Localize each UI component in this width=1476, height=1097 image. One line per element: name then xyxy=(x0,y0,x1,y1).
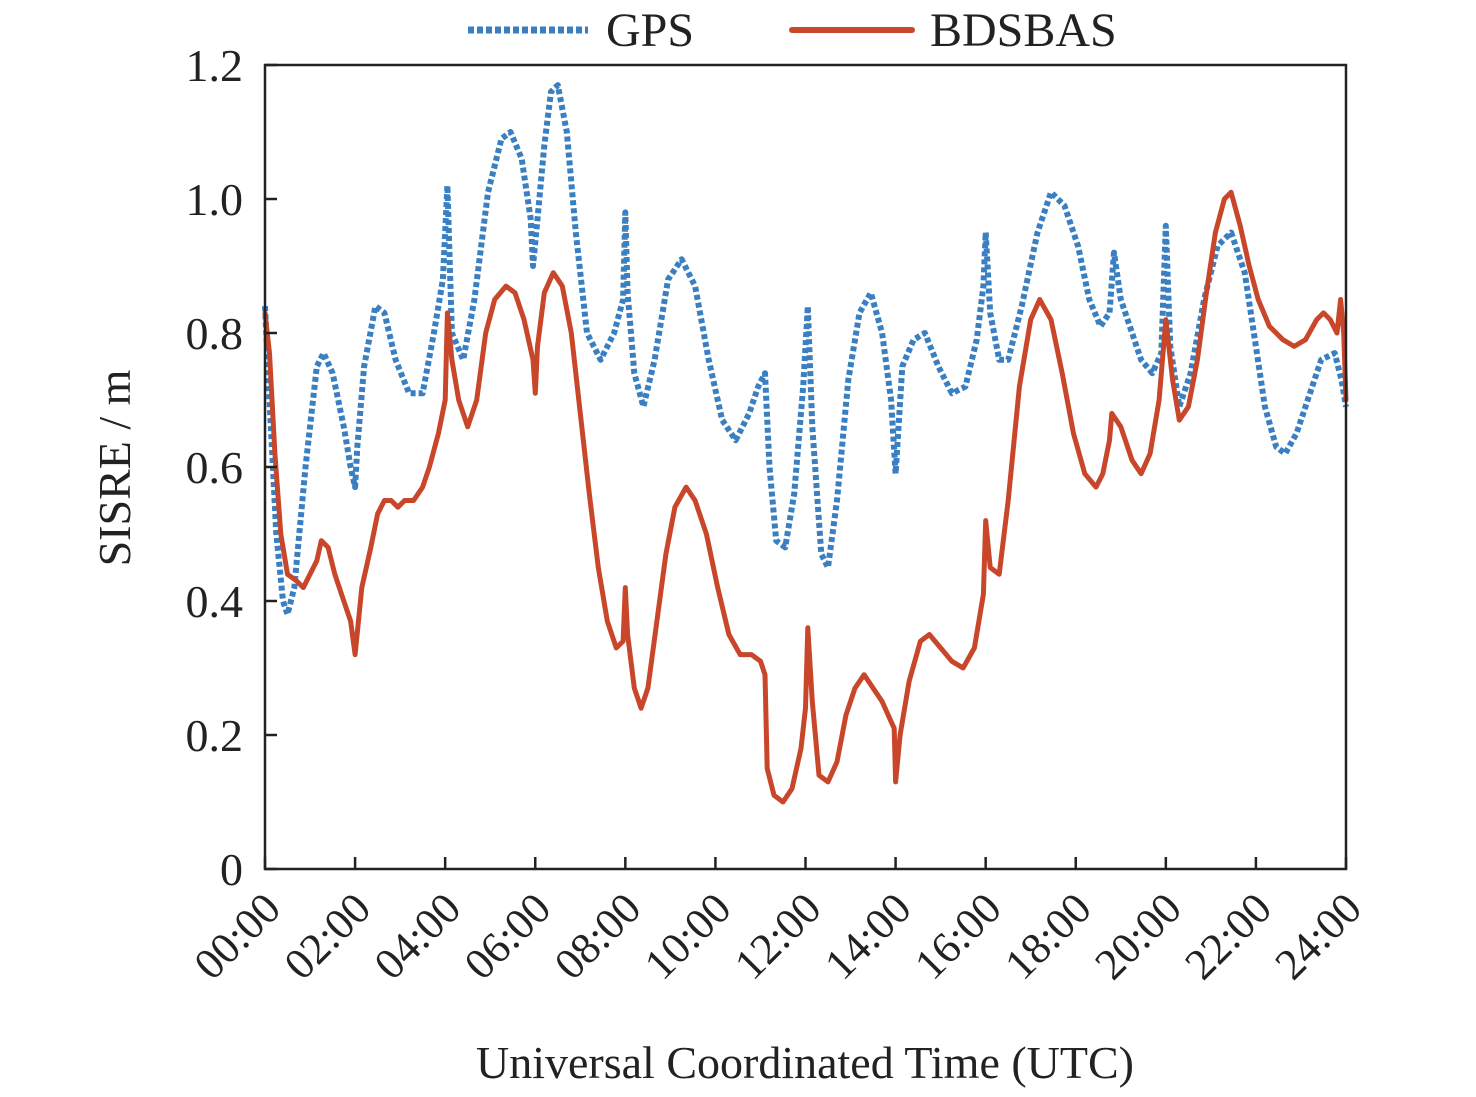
series-lines xyxy=(262,82,1349,805)
y-tick-label: 0.4 xyxy=(186,576,244,627)
legend: GPS BDSBAS xyxy=(468,4,1117,57)
legend-label-gps: GPS xyxy=(606,4,694,57)
y-tick-label: 1.0 xyxy=(186,174,244,225)
legend-label-bdsbas: BDSBAS xyxy=(930,4,1117,57)
x-axis-label: Universal Coordinated Time (UTC) xyxy=(476,1037,1134,1088)
series-line-bdsbas xyxy=(262,189,1349,805)
y-axis: 0 0.2 0.4 0.6 0.8 1.0 1.2 xyxy=(186,40,277,895)
y-tick-label: 1.2 xyxy=(186,40,244,91)
y-tick-label: 0.2 xyxy=(186,710,244,761)
y-tick-label: 0.8 xyxy=(186,308,244,359)
y-tick-label: 0.6 xyxy=(186,442,244,493)
series-line-gps xyxy=(262,82,1349,618)
y-axis-label: SISRE / m xyxy=(89,369,140,566)
y-tick-label: 0 xyxy=(220,844,243,895)
